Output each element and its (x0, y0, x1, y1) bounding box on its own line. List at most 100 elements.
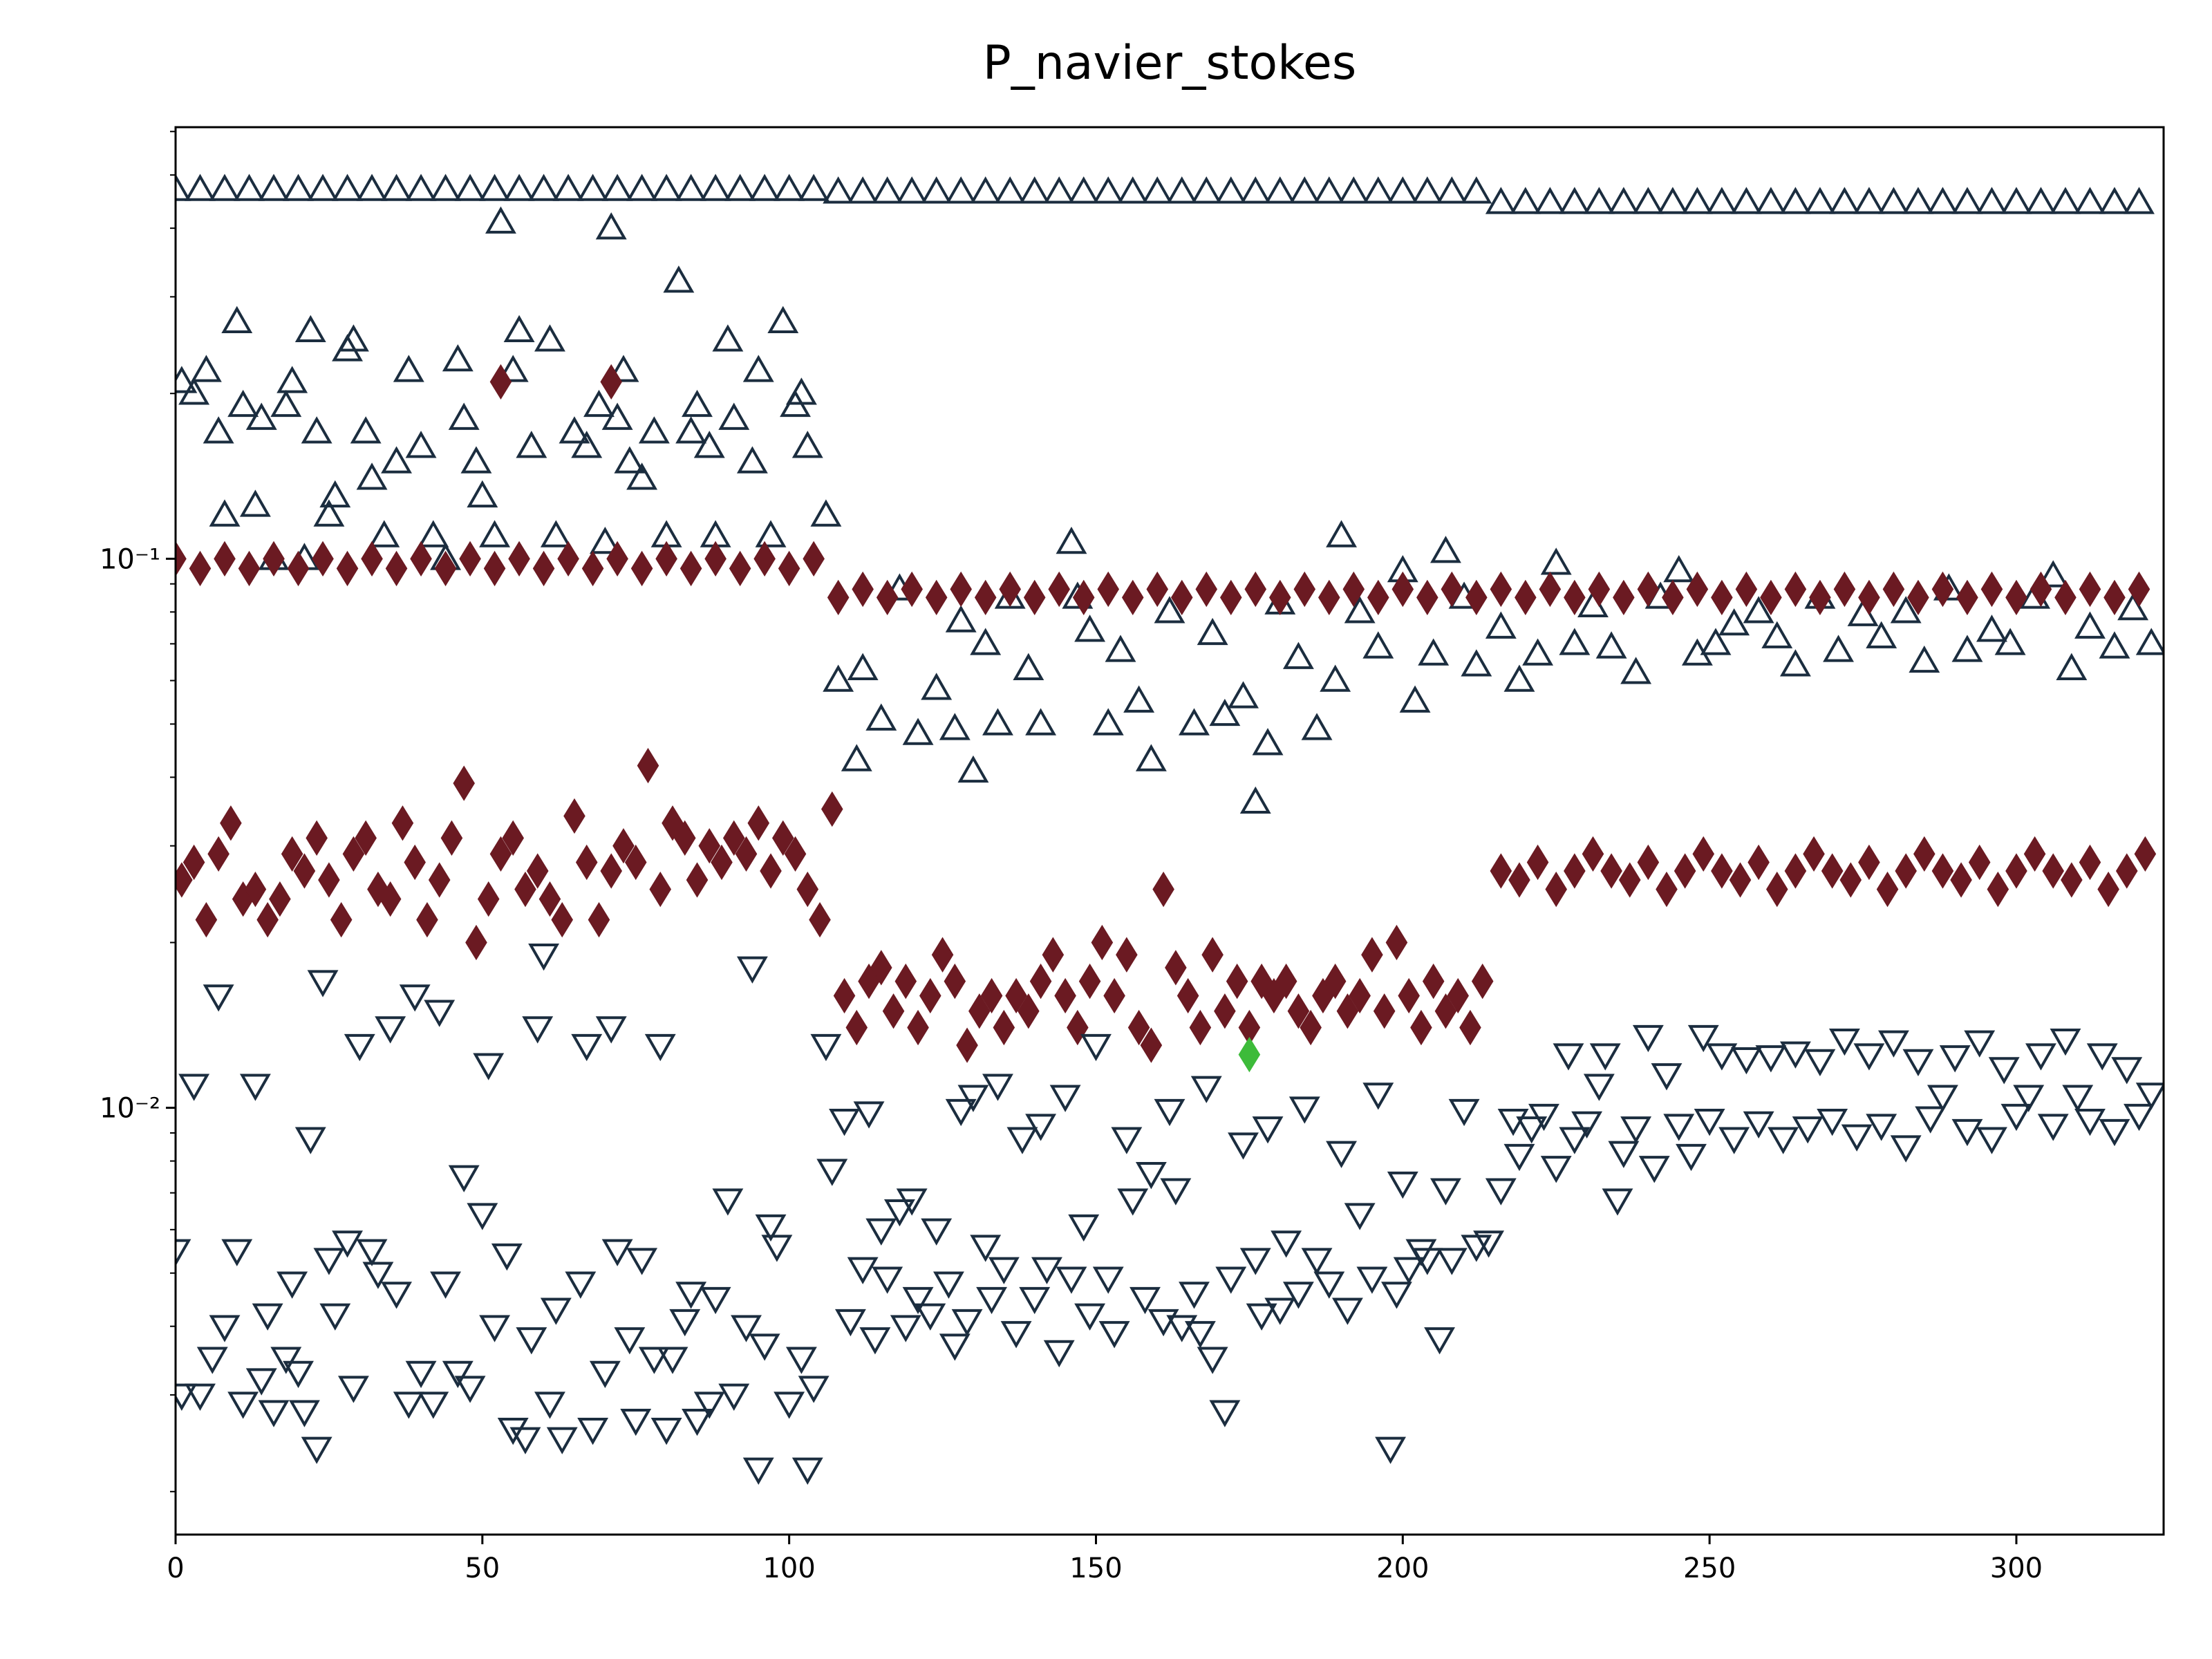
point (915, 1303, 946, 1331)
point (796, 871, 819, 908)
point (294, 1127, 326, 1154)
point (454, 1376, 486, 1403)
point (2074, 1109, 2106, 1136)
point (810, 1033, 842, 1062)
point (176, 366, 198, 393)
point (1931, 571, 1954, 608)
point (1663, 1114, 1695, 1141)
point (1553, 1043, 1584, 1071)
point (1436, 176, 1468, 204)
point (1068, 176, 1100, 204)
point (847, 176, 879, 204)
point (467, 1203, 498, 1230)
point (1313, 176, 1345, 204)
point (1730, 1047, 1762, 1075)
point (1809, 579, 1831, 616)
point (1006, 1127, 1038, 1154)
point (583, 389, 615, 418)
point (1252, 1116, 1284, 1144)
point (931, 937, 954, 973)
point (385, 550, 408, 587)
point (1471, 963, 1494, 1000)
point (626, 1248, 658, 1275)
point (534, 1391, 565, 1419)
point (1718, 608, 1750, 636)
point (301, 1436, 332, 1464)
point (355, 820, 377, 856)
point (1841, 1124, 1873, 1152)
point (601, 1239, 633, 1266)
point (1485, 1178, 1517, 1206)
point (552, 174, 584, 201)
point (1326, 520, 1357, 547)
point (337, 1376, 369, 1403)
point (970, 628, 1002, 655)
point (1072, 579, 1095, 616)
point (982, 708, 1013, 735)
point (1264, 176, 1296, 204)
point (1700, 628, 1732, 655)
point (1902, 187, 1934, 214)
point (626, 174, 658, 201)
point (749, 1333, 780, 1361)
point (755, 1214, 787, 1242)
point (712, 1188, 744, 1216)
point (497, 1418, 529, 1445)
point (2135, 628, 2164, 655)
point (894, 963, 917, 1000)
point (1074, 1303, 1106, 1331)
point (761, 1235, 793, 1262)
point (1387, 176, 1418, 204)
point (565, 1271, 597, 1299)
point (350, 416, 382, 444)
point (1866, 1114, 1897, 1141)
point (514, 871, 536, 908)
point (1743, 596, 1774, 624)
point (1931, 853, 1954, 889)
point (362, 1262, 394, 1289)
point (538, 881, 561, 917)
point (1215, 176, 1247, 204)
point (479, 520, 511, 547)
point (1821, 853, 1844, 889)
point (1288, 176, 1320, 204)
point (405, 1360, 437, 1389)
point (1909, 645, 1940, 673)
point (755, 520, 787, 547)
point (1326, 1141, 1357, 1168)
point (1765, 871, 1788, 908)
point (976, 1286, 1008, 1315)
point (1160, 1178, 1192, 1206)
point (485, 206, 516, 234)
point (209, 1315, 241, 1342)
point (1190, 1076, 1222, 1103)
point (557, 541, 579, 577)
point (245, 402, 277, 430)
point (1068, 1214, 1100, 1242)
point (1902, 1049, 1934, 1077)
point (771, 820, 794, 856)
point (1252, 728, 1284, 756)
point (1116, 937, 1138, 973)
point (1166, 1315, 1198, 1342)
point (269, 881, 291, 917)
point (207, 836, 229, 872)
point (1866, 621, 1897, 648)
point (1755, 1045, 1787, 1073)
point (1078, 963, 1101, 1000)
point (1571, 1111, 1603, 1138)
point (821, 791, 843, 827)
point (896, 1188, 928, 1216)
point (361, 541, 383, 577)
point (1761, 621, 1793, 648)
point (1779, 1041, 1811, 1069)
point (528, 943, 560, 971)
point (1718, 1127, 1750, 1154)
point (774, 1391, 805, 1419)
point (399, 984, 431, 1012)
point (785, 377, 817, 405)
point (1179, 1282, 1210, 1309)
point (994, 176, 1026, 204)
point (712, 324, 744, 352)
point (1103, 977, 1125, 1014)
